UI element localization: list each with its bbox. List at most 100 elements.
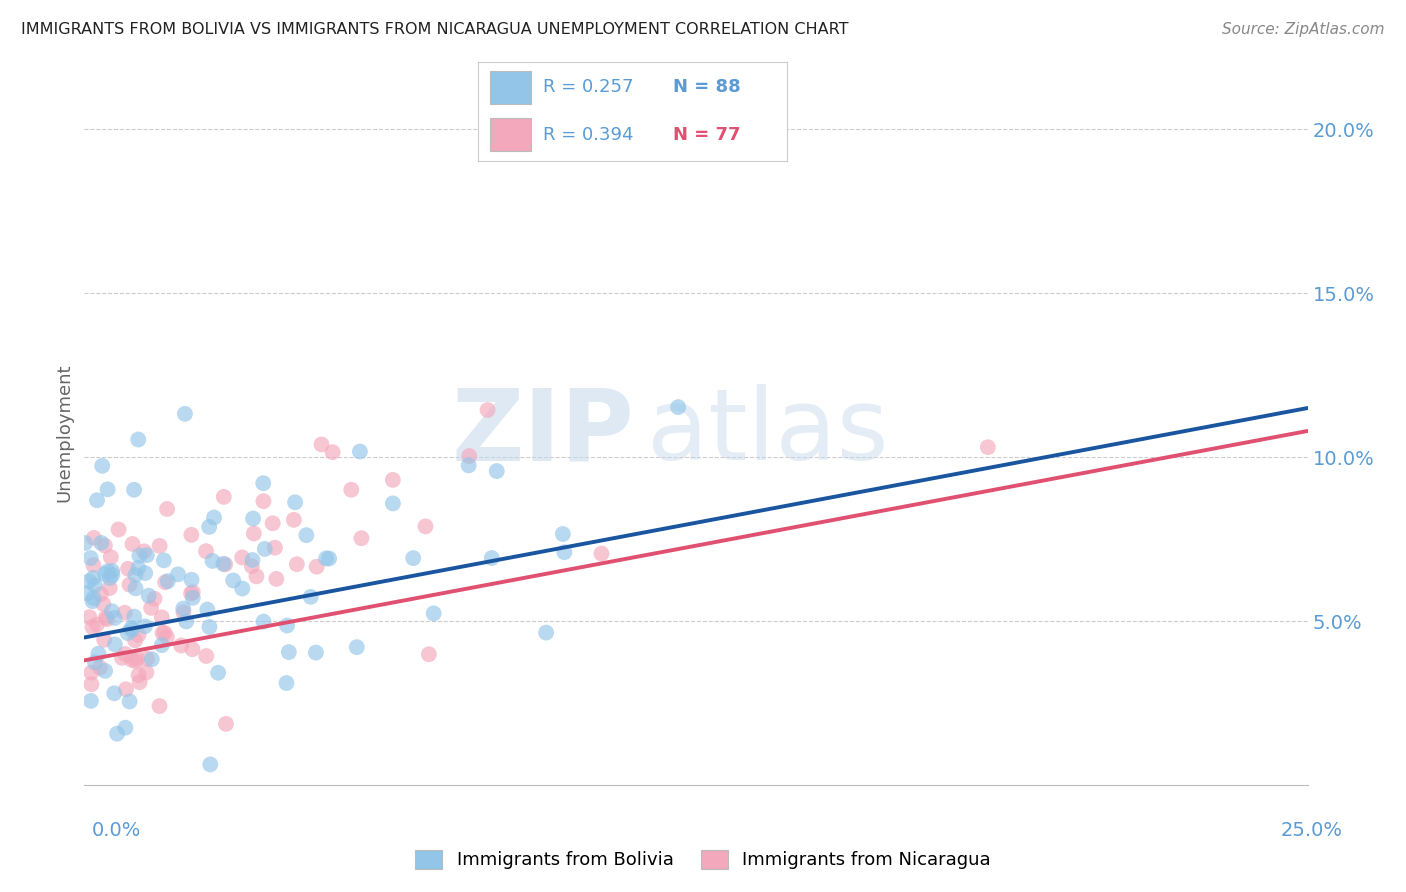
- FancyBboxPatch shape: [491, 119, 530, 151]
- Point: [277, 645, 299, 659]
- Point: [127, 651, 149, 665]
- Point: [481, 551, 503, 566]
- Point: [195, 648, 218, 663]
- Point: [212, 557, 235, 571]
- Point: [80, 551, 103, 566]
- Point: [94, 610, 117, 624]
- Point: [346, 640, 368, 655]
- Point: [295, 528, 318, 542]
- Point: [94, 664, 117, 678]
- Point: [138, 589, 160, 603]
- Point: [83, 578, 105, 592]
- Point: [167, 567, 190, 582]
- Point: [322, 445, 344, 459]
- Point: [181, 585, 204, 599]
- Point: [458, 449, 481, 463]
- Y-axis label: Unemployment: Unemployment: [55, 363, 73, 502]
- Text: N = 88: N = 88: [673, 78, 741, 96]
- Point: [666, 400, 689, 414]
- Point: [153, 626, 176, 640]
- Point: [381, 496, 404, 510]
- Point: [86, 617, 108, 632]
- Point: [84, 656, 107, 670]
- Point: [94, 566, 117, 581]
- FancyBboxPatch shape: [491, 71, 530, 103]
- Point: [180, 586, 202, 600]
- Point: [318, 551, 340, 566]
- Point: [285, 558, 308, 572]
- Point: [551, 527, 574, 541]
- Point: [262, 516, 284, 531]
- Point: [134, 566, 156, 580]
- Point: [148, 699, 170, 714]
- Point: [276, 618, 298, 632]
- Point: [118, 694, 141, 708]
- Point: [117, 626, 139, 640]
- Point: [198, 620, 221, 634]
- Point: [553, 545, 575, 559]
- Point: [253, 541, 276, 556]
- Point: [134, 619, 156, 633]
- Point: [124, 582, 146, 596]
- Point: [215, 717, 238, 731]
- Point: [90, 536, 112, 550]
- Point: [83, 591, 105, 606]
- Text: atlas: atlas: [647, 384, 889, 481]
- Point: [415, 519, 437, 533]
- Point: [349, 444, 371, 458]
- Point: [80, 665, 103, 680]
- Point: [340, 483, 363, 497]
- Point: [82, 558, 104, 573]
- Point: [82, 594, 104, 608]
- Point: [122, 609, 145, 624]
- Point: [82, 620, 104, 634]
- Point: [202, 510, 225, 524]
- Point: [252, 615, 274, 629]
- Point: [141, 652, 163, 666]
- Point: [156, 574, 179, 589]
- Point: [245, 569, 267, 583]
- Point: [115, 682, 138, 697]
- Point: [153, 575, 176, 590]
- Point: [212, 490, 235, 504]
- Point: [98, 581, 121, 595]
- Point: [242, 553, 264, 567]
- Point: [180, 528, 202, 542]
- Text: ZIP: ZIP: [451, 384, 636, 481]
- Point: [77, 574, 100, 589]
- Point: [80, 677, 103, 691]
- Point: [128, 549, 150, 563]
- Text: Source: ZipAtlas.com: Source: ZipAtlas.com: [1222, 22, 1385, 37]
- Point: [101, 564, 124, 578]
- Point: [97, 565, 120, 579]
- Point: [104, 637, 127, 651]
- Point: [117, 562, 139, 576]
- Point: [195, 602, 218, 616]
- Point: [283, 513, 305, 527]
- Point: [240, 559, 263, 574]
- Point: [180, 573, 202, 587]
- Point: [82, 571, 104, 585]
- Point: [86, 493, 108, 508]
- Point: [127, 433, 149, 447]
- Point: [156, 502, 179, 516]
- Point: [299, 590, 322, 604]
- Point: [231, 582, 253, 596]
- Point: [276, 676, 298, 690]
- Point: [977, 440, 1000, 454]
- Point: [97, 483, 120, 497]
- Point: [83, 531, 105, 545]
- Point: [243, 526, 266, 541]
- Point: [173, 605, 195, 619]
- Point: [121, 623, 143, 637]
- Point: [174, 615, 197, 629]
- Point: [174, 407, 197, 421]
- Point: [534, 625, 557, 640]
- Point: [75, 536, 97, 550]
- Point: [114, 721, 136, 735]
- Point: [96, 612, 118, 626]
- Point: [591, 547, 613, 561]
- Point: [132, 544, 155, 558]
- Point: [172, 601, 194, 615]
- Point: [150, 638, 173, 652]
